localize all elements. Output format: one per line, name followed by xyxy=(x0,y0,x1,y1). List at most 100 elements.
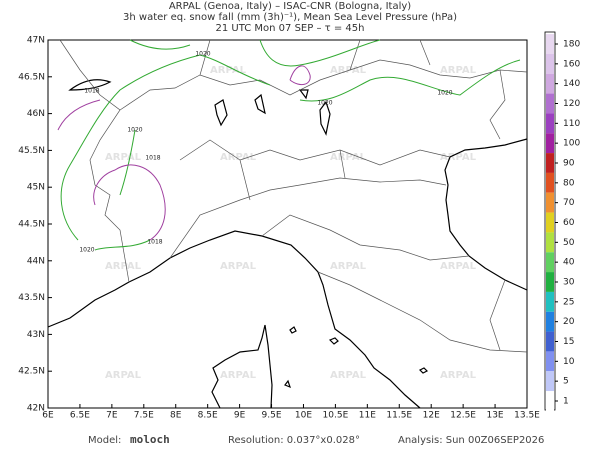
model-name: moloch xyxy=(130,433,170,446)
colorbar-label: 30 xyxy=(563,278,575,288)
colorbar-swatch xyxy=(546,93,554,114)
lat-label: 46.5N xyxy=(18,72,45,82)
coastline xyxy=(211,324,273,409)
map: ARPAL ARPAL ARPAL ARPAL ARPAL ARPAL ARPAL ARPAL… xyxy=(47,39,528,409)
lon-label: 6.5E xyxy=(70,411,90,421)
colorbar-label: 120 xyxy=(563,99,580,109)
lat-label: 42N xyxy=(27,404,45,414)
contour-label: 1020 xyxy=(437,90,452,97)
map-frame xyxy=(47,39,528,409)
lon-label: 7E xyxy=(106,411,118,421)
analysis: Analysis: Sun 00Z06SEP2026 xyxy=(398,435,544,446)
watermark: ARPAL xyxy=(220,370,257,381)
contour-label: 1018 xyxy=(145,155,160,162)
lon-label: 9E xyxy=(234,411,246,421)
isobar xyxy=(129,39,381,67)
colorbar-label: 5 xyxy=(563,377,569,387)
colorbar-swatch xyxy=(546,232,554,253)
lon-label: 7.5E xyxy=(134,411,154,421)
lon-label: 12E xyxy=(423,411,440,421)
border xyxy=(199,39,506,140)
lat-label: 44N xyxy=(27,256,45,266)
lon-label: 12.5E xyxy=(450,411,476,421)
watermark: ARPAL xyxy=(105,261,142,272)
colorbar-swatch xyxy=(546,73,554,94)
lon-label: 13.5E xyxy=(514,411,540,421)
lat-label: 46N xyxy=(27,109,45,119)
border xyxy=(119,59,528,111)
colorbar-swatch xyxy=(546,311,554,332)
subtitle: 21 UTC Mon 07 SEP – τ = 45h xyxy=(216,23,365,34)
watermark: ARPAL xyxy=(440,261,477,272)
colorbar-swatch xyxy=(546,133,554,154)
lat-label: 45N xyxy=(27,183,45,193)
colorbar-swatch xyxy=(546,371,554,392)
watermark: ARPAL xyxy=(440,152,477,163)
colorbar-label: 110 xyxy=(563,119,580,129)
lon-label: 11E xyxy=(359,411,376,421)
colorbar-label: 20 xyxy=(563,317,575,327)
colorbar-label: 100 xyxy=(563,139,580,149)
lat-label: 42.5N xyxy=(18,367,45,377)
colorbar-swatch xyxy=(546,291,554,312)
lon-label: 9.5E xyxy=(262,411,282,421)
colorbar-swatch xyxy=(546,113,554,134)
colorbar-label: 10 xyxy=(563,357,575,367)
watermark: ARPAL xyxy=(105,152,142,163)
colorbar-label: 15 xyxy=(563,337,574,347)
colorbar-swatch xyxy=(546,192,554,213)
colorbar-label: 90 xyxy=(563,159,575,169)
lon-label: 6E xyxy=(42,411,54,421)
colorbar-label: 60 xyxy=(563,218,575,228)
contour-label: 1018 xyxy=(84,88,99,95)
colorbar-swatch xyxy=(546,34,554,54)
title: ARPAL (Genoa, Italy) – ISAC-CNR (Bologna… xyxy=(169,1,411,12)
subtitle: 3h water eq. snow fall (mm (3h)⁻¹), Mean… xyxy=(123,12,457,23)
lake xyxy=(68,79,331,136)
colorbar-label: 180 xyxy=(563,40,580,50)
border xyxy=(59,39,130,283)
colorbar-label: 40 xyxy=(563,258,575,268)
lat-label: 43N xyxy=(27,330,45,340)
watermark: ARPAL xyxy=(220,152,257,163)
colorbar-swatch xyxy=(546,272,554,292)
isobar xyxy=(60,54,271,241)
watermark: ARPAL xyxy=(440,370,477,381)
colorbar-swatch xyxy=(546,331,554,352)
contour-label: 1018 xyxy=(147,239,162,246)
colorbar-swatch xyxy=(546,351,554,372)
colorbar-label: 70 xyxy=(563,198,575,208)
resolution: Resolution: 0.037°x0.028° xyxy=(228,435,360,446)
watermark: ARPAL xyxy=(210,65,247,76)
lon-label: 10.5E xyxy=(323,411,349,421)
contour-label: 1020 xyxy=(127,127,142,134)
colorbar-swatch xyxy=(546,391,554,411)
isobar xyxy=(94,59,521,251)
lat-label: 43.5N xyxy=(18,293,45,303)
lat-label: 45.5N xyxy=(18,146,45,156)
watermark: ARPAL xyxy=(440,65,477,76)
colorbar-swatch xyxy=(546,252,554,273)
colorbar-swatch xyxy=(546,172,554,193)
colorbar-swatch xyxy=(546,212,554,233)
colorbar-label: 25 xyxy=(563,297,574,307)
lon-label: 11.5E xyxy=(386,411,412,421)
colorbar-label: 160 xyxy=(563,59,580,69)
lat-label: 47N xyxy=(27,36,45,46)
coastline xyxy=(444,138,528,291)
colorbar-swatch xyxy=(546,53,554,74)
colorbar-label: 1 xyxy=(563,397,569,407)
lon-label: 8.5E xyxy=(198,411,218,421)
footer-label: Model: xyxy=(88,435,121,446)
watermark: ARPAL xyxy=(105,370,142,381)
border xyxy=(169,177,528,353)
contour-label: 1020 xyxy=(79,247,94,254)
lon-label: 8E xyxy=(170,411,182,421)
watermark: ARPAL xyxy=(220,261,257,272)
lon-label: 13E xyxy=(486,411,503,421)
watermark: ARPAL xyxy=(330,370,367,381)
colorbar-swatch xyxy=(546,153,554,173)
isobar xyxy=(57,65,311,241)
watermark: ARPAL xyxy=(330,261,367,272)
